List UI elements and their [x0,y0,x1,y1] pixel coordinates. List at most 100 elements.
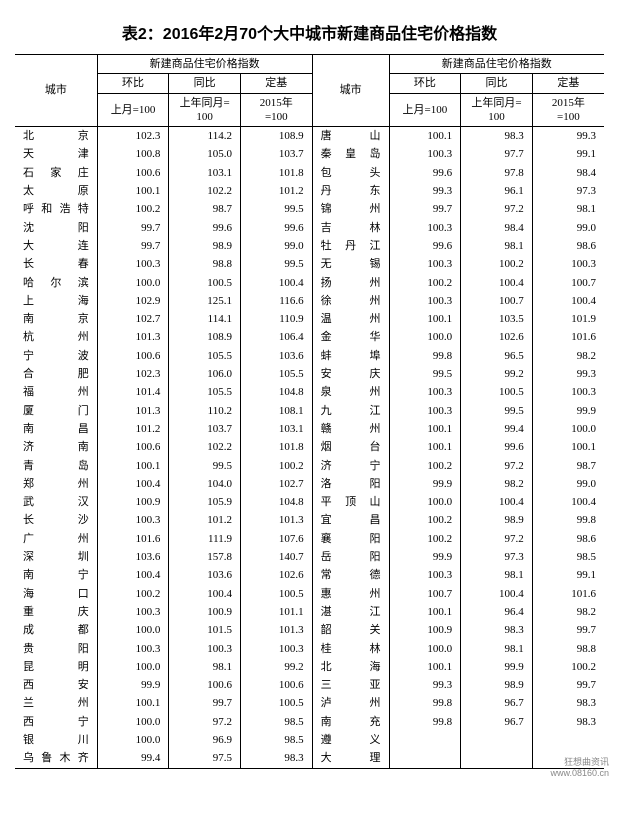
value-cell: 100.6 [97,438,169,456]
city-cell: 三 亚 [312,676,389,694]
table-row: 福 州101.4105.5104.8泉 州100.3100.5100.3 [15,383,604,401]
table-row: 南 昌101.2103.7103.1赣 州100.199.4100.0 [15,420,604,438]
value-cell: 140.7 [240,548,312,566]
value-cell: 100.5 [240,694,312,712]
value-cell: 100.4 [169,585,241,603]
value-cell: 99.6 [461,438,533,456]
value-cell: 100.0 [97,731,169,749]
value-cell: 101.6 [532,585,604,603]
table-row: 天 津100.8105.0103.7秦皇岛100.397.799.1 [15,145,604,163]
city-cell: 洛 阳 [312,475,389,493]
city-cell: 襄 阳 [312,530,389,548]
value-cell: 100.0 [389,328,461,346]
city-cell: 湛 江 [312,603,389,621]
value-cell: 98.4 [532,164,604,182]
value-cell: 107.6 [240,530,312,548]
value-cell: 98.5 [240,713,312,731]
value-cell: 99.7 [532,676,604,694]
value-cell: 116.6 [240,292,312,310]
value-cell: 101.2 [97,420,169,438]
table-row: 青 岛100.199.5100.2济 宁100.297.298.7 [15,457,604,475]
city-cell: 重 庆 [15,603,97,621]
table-row: 乌鲁木齐99.497.598.3大 理 [15,749,604,768]
value-cell: 100.3 [97,603,169,621]
value-cell: 99.5 [389,365,461,383]
city-cell: 南 宁 [15,566,97,584]
value-cell: 100.3 [389,566,461,584]
table-row: 贵 阳100.3100.3100.3桂 林100.098.198.8 [15,640,604,658]
table-row: 呼和浩特100.298.799.5锦 州99.797.298.1 [15,200,604,218]
table-row: 济 南100.6102.2101.8烟 台100.199.6100.1 [15,438,604,456]
value-cell: 105.5 [240,365,312,383]
city-cell: 乌鲁木齐 [15,749,97,768]
value-cell: 101.2 [240,182,312,200]
value-cell: 99.7 [97,219,169,237]
header-hb-l: 环比 [97,74,169,93]
table-row: 北 京102.3114.2108.9唐 山100.198.399.3 [15,127,604,146]
value-cell: 96.9 [169,731,241,749]
value-cell: 99.5 [461,402,533,420]
value-cell: 102.2 [169,438,241,456]
value-cell: 99.8 [389,713,461,731]
table-row: 大 连99.798.999.0牡丹江99.698.198.6 [15,237,604,255]
value-cell: 100.0 [532,420,604,438]
city-cell: 大 理 [312,749,389,768]
value-cell: 110.9 [240,310,312,328]
value-cell: 102.3 [97,365,169,383]
value-cell: 157.8 [169,548,241,566]
value-cell: 110.2 [169,402,241,420]
city-cell: 九 江 [312,402,389,420]
city-cell: 杭 州 [15,328,97,346]
value-cell: 114.1 [169,310,241,328]
value-cell: 100.3 [97,511,169,529]
value-cell: 105.5 [169,347,241,365]
value-cell: 100.2 [532,658,604,676]
value-cell: 100.4 [461,585,533,603]
city-cell: 西 宁 [15,713,97,731]
value-cell: 99.4 [97,749,169,768]
value-cell [389,749,461,768]
city-cell: 平顶山 [312,493,389,511]
city-cell: 包 头 [312,164,389,182]
value-cell [461,749,533,768]
value-cell: 99.4 [461,420,533,438]
value-cell: 100.1 [389,603,461,621]
city-cell: 扬 州 [312,274,389,292]
city-cell: 昆 明 [15,658,97,676]
header-city-left: 城市 [15,55,97,127]
value-cell: 98.1 [461,640,533,658]
value-cell: 101.3 [240,621,312,639]
value-cell: 101.1 [240,603,312,621]
city-cell: 南 充 [312,713,389,731]
value-cell: 99.0 [532,475,604,493]
value-cell: 98.3 [532,694,604,712]
value-cell: 100.5 [240,585,312,603]
value-cell: 108.1 [240,402,312,420]
city-cell: 烟 台 [312,438,389,456]
value-cell: 100.0 [389,640,461,658]
value-cell: 99.5 [169,457,241,475]
value-cell: 100.2 [389,457,461,475]
value-cell: 99.6 [389,164,461,182]
value-cell: 97.2 [461,200,533,218]
value-cell: 97.2 [461,457,533,475]
value-cell: 103.7 [240,145,312,163]
value-cell: 99.9 [461,658,533,676]
city-cell: 合 肥 [15,365,97,383]
value-cell: 103.5 [461,310,533,328]
value-cell: 97.3 [461,548,533,566]
value-cell: 99.8 [389,694,461,712]
value-cell: 98.9 [461,676,533,694]
table-row: 长 春100.398.899.5无 锡100.3100.2100.3 [15,255,604,273]
city-cell: 丹 东 [312,182,389,200]
value-cell: 99.7 [169,694,241,712]
header-hb-r: 环比 [389,74,461,93]
value-cell: 99.2 [240,658,312,676]
value-cell: 100.9 [169,603,241,621]
table-row: 武 汉100.9105.9104.8平顶山100.0100.4100.4 [15,493,604,511]
city-cell: 长 春 [15,255,97,273]
value-cell: 100.6 [97,347,169,365]
value-cell: 98.5 [240,731,312,749]
city-cell: 济 宁 [312,457,389,475]
value-cell: 96.7 [461,713,533,731]
